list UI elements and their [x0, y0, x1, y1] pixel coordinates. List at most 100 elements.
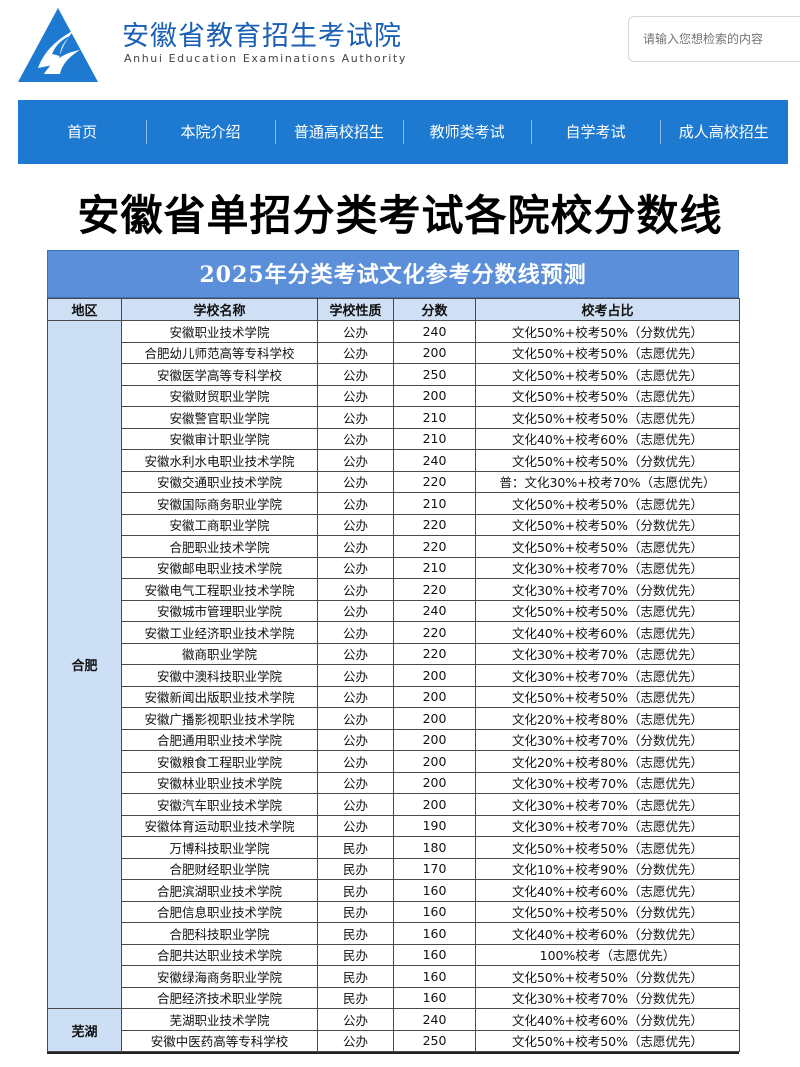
table-row: 安徽中医药高等专科学校 公办 250 文化50%+校考50%（志愿优先）	[48, 1029, 740, 1052]
school-name-cell: 安徽水利水电职业技术学院	[121, 449, 318, 472]
school-name-cell: 合肥滨湖职业技术学院	[121, 879, 318, 902]
ratio-cell: 文化20%+校考80%（志愿优先）	[475, 750, 740, 773]
nav-item-self-study-exam[interactable]: 自学考试	[531, 100, 659, 164]
nav-item-about[interactable]: 本院介绍	[146, 100, 274, 164]
ratio-cell: 文化40%+校考60%（分数优先）	[475, 1008, 740, 1031]
table-row: 安徽水利水电职业技术学院 公办 240 文化50%+校考50%（分数优先）	[48, 449, 740, 472]
school-name-cell: 安徽警官职业学院	[121, 406, 318, 429]
school-type-cell: 公办	[317, 728, 394, 751]
score-cell: 180	[393, 836, 476, 859]
school-type-cell: 公办	[317, 406, 394, 429]
table-row: 安徽国际商务职业学院 公办 210 文化50%+校考50%（志愿优先）	[48, 492, 740, 515]
school-name-cell: 安徽交通职业技术学院	[121, 470, 318, 493]
ratio-cell: 文化10%+校考90%（分数优先）	[475, 857, 740, 880]
school-name-cell: 安徽审计职业学院	[121, 427, 318, 450]
school-type-cell: 公办	[317, 384, 394, 407]
score-cell: 220	[393, 535, 476, 558]
score-cell: 240	[393, 320, 476, 343]
table-row: 安徽林业职业技术学院 公办 200 文化30%+校考70%（志愿优先）	[48, 771, 740, 794]
school-name-cell: 安徽粮食工程职业学院	[121, 750, 318, 773]
ratio-cell: 文化30%+校考70%（志愿优先）	[475, 556, 740, 579]
logo-icon[interactable]	[16, 6, 100, 84]
score-cell: 240	[393, 1008, 476, 1031]
school-type-cell: 公办	[317, 685, 394, 708]
score-cell: 160	[393, 965, 476, 988]
ratio-cell: 文化50%+校考50%（志愿优先）	[475, 535, 740, 558]
score-table: 地区 学校名称 学校性质 分数 校考占比 合肥 安徽职业技术学院 公办 240 文化50…	[47, 298, 740, 1052]
school-type-cell: 公办	[317, 771, 394, 794]
ratio-cell: 100%校考（志愿优先）	[475, 943, 740, 966]
school-name-cell: 安徽中医药高等专科学校	[121, 1029, 318, 1052]
table-row: 合肥通用职业技术学院 公办 200 文化30%+校考70%（分数优先）	[48, 728, 740, 751]
ratio-cell: 文化30%+校考70%（分数优先）	[475, 986, 740, 1009]
ratio-cell: 文化50%+校考50%（志愿优先）	[475, 1029, 740, 1052]
nav-item-adult-admission[interactable]: 成人高校招生	[659, 100, 788, 164]
school-name-cell: 安徽中澳科技职业学院	[121, 664, 318, 687]
school-type-cell: 公办	[317, 814, 394, 837]
score-cell: 200	[393, 664, 476, 687]
school-type-cell: 公办	[317, 513, 394, 536]
ratio-cell: 文化30%+校考70%（志愿优先）	[475, 664, 740, 687]
ratio-cell: 文化30%+校考70%（志愿优先）	[475, 793, 740, 816]
school-name-cell: 安徽财贸职业学院	[121, 384, 318, 407]
school-type-cell: 公办	[317, 1008, 394, 1031]
table-title: 2025年分类考试文化参考分数线预测	[47, 250, 739, 298]
school-type-cell: 公办	[317, 793, 394, 816]
school-type-cell: 公办	[317, 449, 394, 472]
table-row: 安徽绿海商务职业学院 民办 160 文化50%+校考50%（分数优先）	[48, 965, 740, 988]
table-header-row: 地区 学校名称 学校性质 分数 校考占比	[47, 298, 740, 321]
table-body: 合肥 安徽职业技术学院 公办 240 文化50%+校考50%（分数优先） 合肥幼儿师范高等…	[47, 320, 740, 1052]
school-type-cell: 民办	[317, 857, 394, 880]
score-cell: 220	[393, 578, 476, 601]
score-cell: 200	[393, 793, 476, 816]
score-cell: 210	[393, 492, 476, 515]
ratio-cell: 文化50%+校考50%（分数优先）	[475, 900, 740, 923]
school-name-cell: 安徽邮电职业技术学院	[121, 556, 318, 579]
nav-item-teacher-exam[interactable]: 教师类考试	[402, 100, 531, 164]
school-type-cell: 公办	[317, 363, 394, 386]
ratio-cell: 文化30%+校考70%（志愿优先）	[475, 814, 740, 837]
score-cell: 200	[393, 341, 476, 364]
site-subtitle: Anhui Education Examinations Authority	[124, 52, 407, 65]
score-cell: 250	[393, 363, 476, 386]
school-name-cell: 合肥共达职业技术学院	[121, 943, 318, 966]
school-name-cell: 安徽汽车职业技术学院	[121, 793, 318, 816]
school-type-cell: 公办	[317, 1029, 394, 1052]
table-row: 安徽审计职业学院 公办 210 文化40%+校考60%（志愿优先）	[48, 427, 740, 450]
ratio-cell: 文化50%+校考50%（志愿优先）	[475, 363, 740, 386]
school-name-cell: 合肥通用职业技术学院	[121, 728, 318, 751]
school-type-cell: 公办	[317, 621, 394, 644]
search-input[interactable]	[628, 16, 800, 62]
table-row: 合肥 安徽职业技术学院 公办 240 文化50%+校考50%（分数优先）	[47, 320, 740, 1009]
nav-item-general-admission[interactable]: 普通高校招生	[274, 100, 403, 164]
table-row: 合肥幼儿师范高等专科学校 公办 200 文化50%+校考50%（志愿优先）	[48, 341, 740, 364]
school-name-cell: 安徽国际商务职业学院	[121, 492, 318, 515]
ratio-cell: 文化50%+校考50%（志愿优先）	[475, 341, 740, 364]
school-type-cell: 公办	[317, 320, 394, 343]
ratio-cell: 文化50%+校考50%（分数优先）	[475, 449, 740, 472]
score-cell: 190	[393, 814, 476, 837]
ratio-cell: 文化50%+校考50%（分数优先）	[475, 320, 740, 343]
school-name-cell: 安徽城市管理职业学院	[121, 599, 318, 622]
school-name-cell: 合肥信息职业技术学院	[121, 900, 318, 923]
school-name-cell: 安徽体育运动职业技术学院	[121, 814, 318, 837]
ratio-cell: 文化40%+校考60%（志愿优先）	[475, 427, 740, 450]
table-row: 芜湖 芜湖职业技术学院 公办 240 文化40%+校考60%（分数优先）	[47, 1008, 740, 1052]
school-name-cell: 安徽林业职业技术学院	[121, 771, 318, 794]
ratio-cell: 文化50%+校考50%（志愿优先）	[475, 384, 740, 407]
school-type-cell: 民办	[317, 879, 394, 902]
column-header-type: 学校性质	[317, 298, 394, 321]
ratio-cell: 文化30%+校考70%（志愿优先）	[475, 642, 740, 665]
score-cell: 240	[393, 449, 476, 472]
table-row: 安徽医学高等专科学校 公办 250 文化50%+校考50%（志愿优先）	[48, 363, 740, 386]
school-type-cell: 公办	[317, 599, 394, 622]
nav-item-home[interactable]: 首页	[67, 123, 98, 141]
table-row: 合肥信息职业技术学院 民办 160 文化50%+校考50%（分数优先）	[48, 900, 740, 923]
school-type-cell: 公办	[317, 341, 394, 364]
school-name-cell: 徽商职业学院	[121, 642, 318, 665]
ratio-cell: 普：文化30%+校考70%（志愿优先）	[475, 470, 740, 493]
school-type-cell: 公办	[317, 427, 394, 450]
score-cell: 160	[393, 922, 476, 945]
region-cell: 合肥	[47, 320, 122, 1009]
school-name-cell: 芜湖职业技术学院	[121, 1008, 318, 1031]
